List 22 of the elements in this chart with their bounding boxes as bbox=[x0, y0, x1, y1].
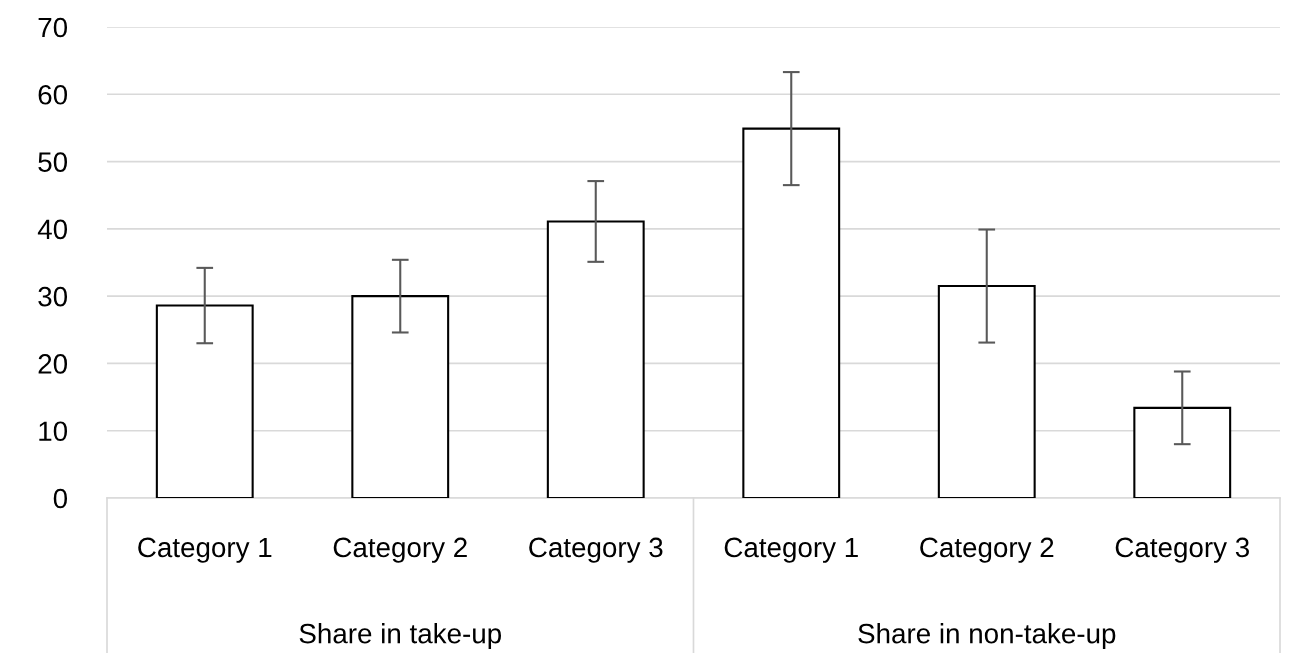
bar bbox=[1133, 406, 1232, 498]
y-tick-label: 0 bbox=[53, 488, 68, 509]
bar bbox=[155, 304, 254, 498]
bar bbox=[351, 295, 450, 498]
bar bbox=[742, 127, 841, 498]
bar bbox=[937, 285, 1036, 498]
x-tick-label: Category 1 bbox=[138, 537, 272, 563]
x-tick-label: Category 2 bbox=[920, 537, 1054, 563]
y-tick-label: 70 bbox=[38, 17, 68, 38]
text: Share in take-up bbox=[299, 623, 502, 649]
y-tick-label: 40 bbox=[37, 219, 68, 240]
x-tick-label: Category 1 bbox=[724, 537, 858, 563]
x-tick-label: Category 3 bbox=[529, 537, 663, 563]
y-tick-label: 30 bbox=[38, 286, 68, 307]
y-tick-label: 10 bbox=[39, 421, 68, 442]
bar bbox=[546, 220, 645, 498]
y-tick-label: 60 bbox=[38, 84, 68, 105]
x-tick-label: Category 3 bbox=[1115, 537, 1249, 563]
x-tick-label: Category 2 bbox=[333, 537, 467, 563]
y-tick-label: 50 bbox=[38, 152, 68, 172]
y-tick-label: 20 bbox=[38, 354, 68, 374]
text: Share in non-take-up bbox=[858, 623, 1116, 649]
